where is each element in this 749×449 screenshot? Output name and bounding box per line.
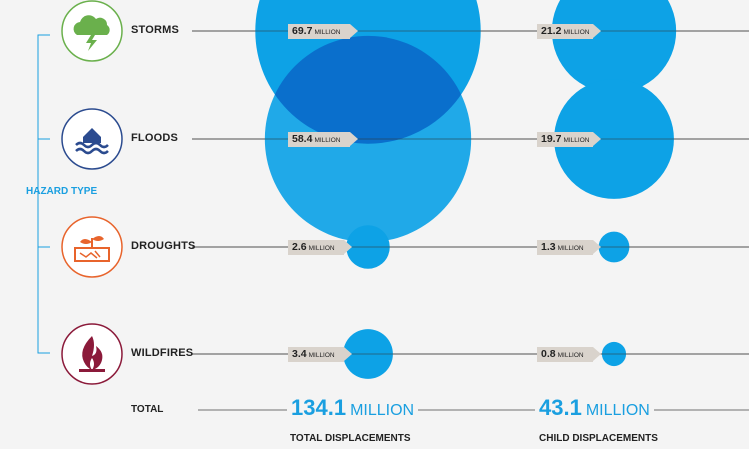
value-number: 58.4 bbox=[292, 133, 313, 145]
column-caption-total: TOTAL DISPLACEMENTS bbox=[290, 433, 411, 444]
value-unit: MILLION bbox=[308, 352, 335, 359]
total-value-child: 43.1 MILLION bbox=[535, 395, 654, 421]
axis-title: HAZARD TYPE bbox=[26, 186, 98, 197]
label-storms: STORMS bbox=[131, 24, 180, 36]
value-number: 19.7 bbox=[541, 133, 562, 145]
storm-cloud-icon bbox=[73, 15, 110, 51]
label-wildfires: WILDFIRES bbox=[131, 347, 194, 359]
value-unit: MILLION bbox=[314, 137, 341, 144]
total-label: TOTAL bbox=[131, 404, 164, 415]
value-number: 21.2 bbox=[541, 25, 562, 37]
value-unit: MILLION bbox=[308, 245, 335, 252]
column-caption-child: CHILD DISPLACEMENTS bbox=[539, 433, 658, 444]
value-tag-child-droughts: 1.3 MILLION bbox=[537, 240, 601, 255]
value-tag-child-floods: 19.7 MILLION bbox=[537, 132, 601, 147]
value-unit: MILLION bbox=[557, 245, 584, 252]
label-droughts: DROUGHTS bbox=[131, 240, 196, 252]
value-unit: MILLION bbox=[314, 29, 341, 36]
value-number: 3.4 bbox=[292, 348, 307, 360]
drought-plant-icon bbox=[74, 236, 110, 262]
flood-house-icon bbox=[75, 128, 109, 155]
value-tag-child-wildfires: 0.8 MILLION bbox=[537, 347, 601, 362]
value-tag-total-storms: 69.7 MILLION bbox=[288, 24, 358, 39]
wildfire-flame-icon bbox=[79, 336, 105, 372]
value-tag-child-storms: 21.2 MILLION bbox=[537, 24, 601, 39]
value-number: 1.3 bbox=[541, 241, 556, 253]
total-number: 134.1 bbox=[291, 395, 347, 420]
value-number: 2.6 bbox=[292, 241, 307, 253]
value-tag-total-wildfires: 3.4 MILLION bbox=[288, 347, 352, 362]
value-unit: MILLION bbox=[557, 352, 584, 359]
value-tag-total-droughts: 2.6 MILLION bbox=[288, 240, 352, 255]
hazard-bracket bbox=[37, 34, 50, 354]
total-unit: MILLION bbox=[350, 402, 415, 419]
value-tag-total-floods: 58.4 MILLION bbox=[288, 132, 358, 147]
bubble-child-storms bbox=[551, 0, 677, 94]
total-unit: MILLION bbox=[585, 402, 650, 419]
value-number: 69.7 bbox=[292, 25, 313, 37]
label-floods: FLOODS bbox=[131, 132, 179, 144]
value-number: 0.8 bbox=[541, 348, 556, 360]
value-unit: MILLION bbox=[563, 137, 590, 144]
total-number: 43.1 bbox=[539, 395, 582, 420]
value-unit: MILLION bbox=[563, 29, 590, 36]
total-value-displacements: 134.1 MILLION bbox=[287, 395, 419, 421]
